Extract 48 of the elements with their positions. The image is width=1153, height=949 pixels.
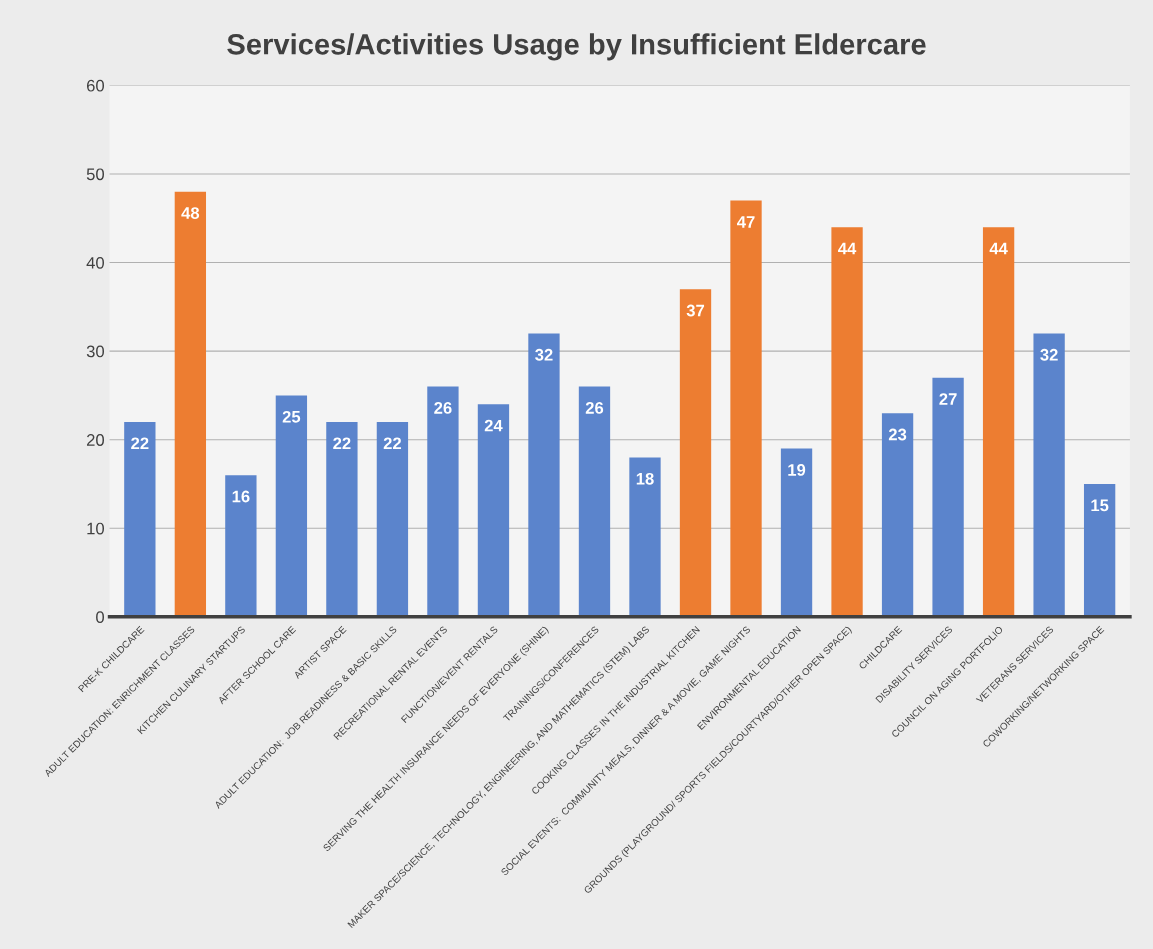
data-label: 26 <box>585 402 604 414</box>
bar <box>376 421 409 617</box>
bar <box>780 448 813 617</box>
y-tick-label: 20 <box>86 434 105 446</box>
bar <box>528 333 560 617</box>
bar <box>477 404 510 617</box>
data-label: 22 <box>383 437 402 450</box>
bar <box>679 289 712 617</box>
bar <box>275 395 308 617</box>
data-label: 23 <box>888 428 907 441</box>
bar <box>578 386 611 617</box>
data-label: 22 <box>131 437 149 450</box>
data-label: 44 <box>838 242 857 255</box>
data-label: 24 <box>484 419 503 432</box>
bar <box>982 227 1015 617</box>
data-label: 26 <box>434 402 452 414</box>
data-label: 48 <box>181 207 200 219</box>
y-tick-label: 40 <box>86 256 105 269</box>
bar <box>1083 483 1116 617</box>
bar <box>174 191 207 617</box>
data-label: 32 <box>1040 348 1058 361</box>
data-label: 18 <box>636 472 654 485</box>
bar <box>831 227 863 617</box>
data-label: 32 <box>535 348 553 361</box>
data-label: 19 <box>788 464 806 476</box>
data-label: 27 <box>939 393 957 405</box>
data-label: 16 <box>232 490 250 503</box>
chart-title: Services/Activities Usage by Insufficient Eldercare <box>227 33 926 61</box>
bar <box>326 421 358 617</box>
data-label: 25 <box>282 410 301 423</box>
y-tick-label: 10 <box>87 522 105 535</box>
bar <box>124 421 156 617</box>
bar <box>1033 333 1065 617</box>
data-label: 47 <box>737 216 755 228</box>
y-tick-label: 30 <box>86 345 105 358</box>
data-label: 44 <box>989 242 1008 255</box>
bar <box>881 413 914 617</box>
data-label: 37 <box>686 304 705 317</box>
bar <box>730 200 762 617</box>
bar <box>932 377 964 617</box>
data-label: 15 <box>1091 499 1109 512</box>
y-tick-label: 0 <box>96 611 105 624</box>
data-label: 22 <box>333 437 351 450</box>
y-tick-label: 60 <box>86 79 105 92</box>
bar <box>629 457 661 617</box>
bar <box>427 386 459 617</box>
y-tick-label: 50 <box>86 168 105 181</box>
bar <box>225 475 257 617</box>
